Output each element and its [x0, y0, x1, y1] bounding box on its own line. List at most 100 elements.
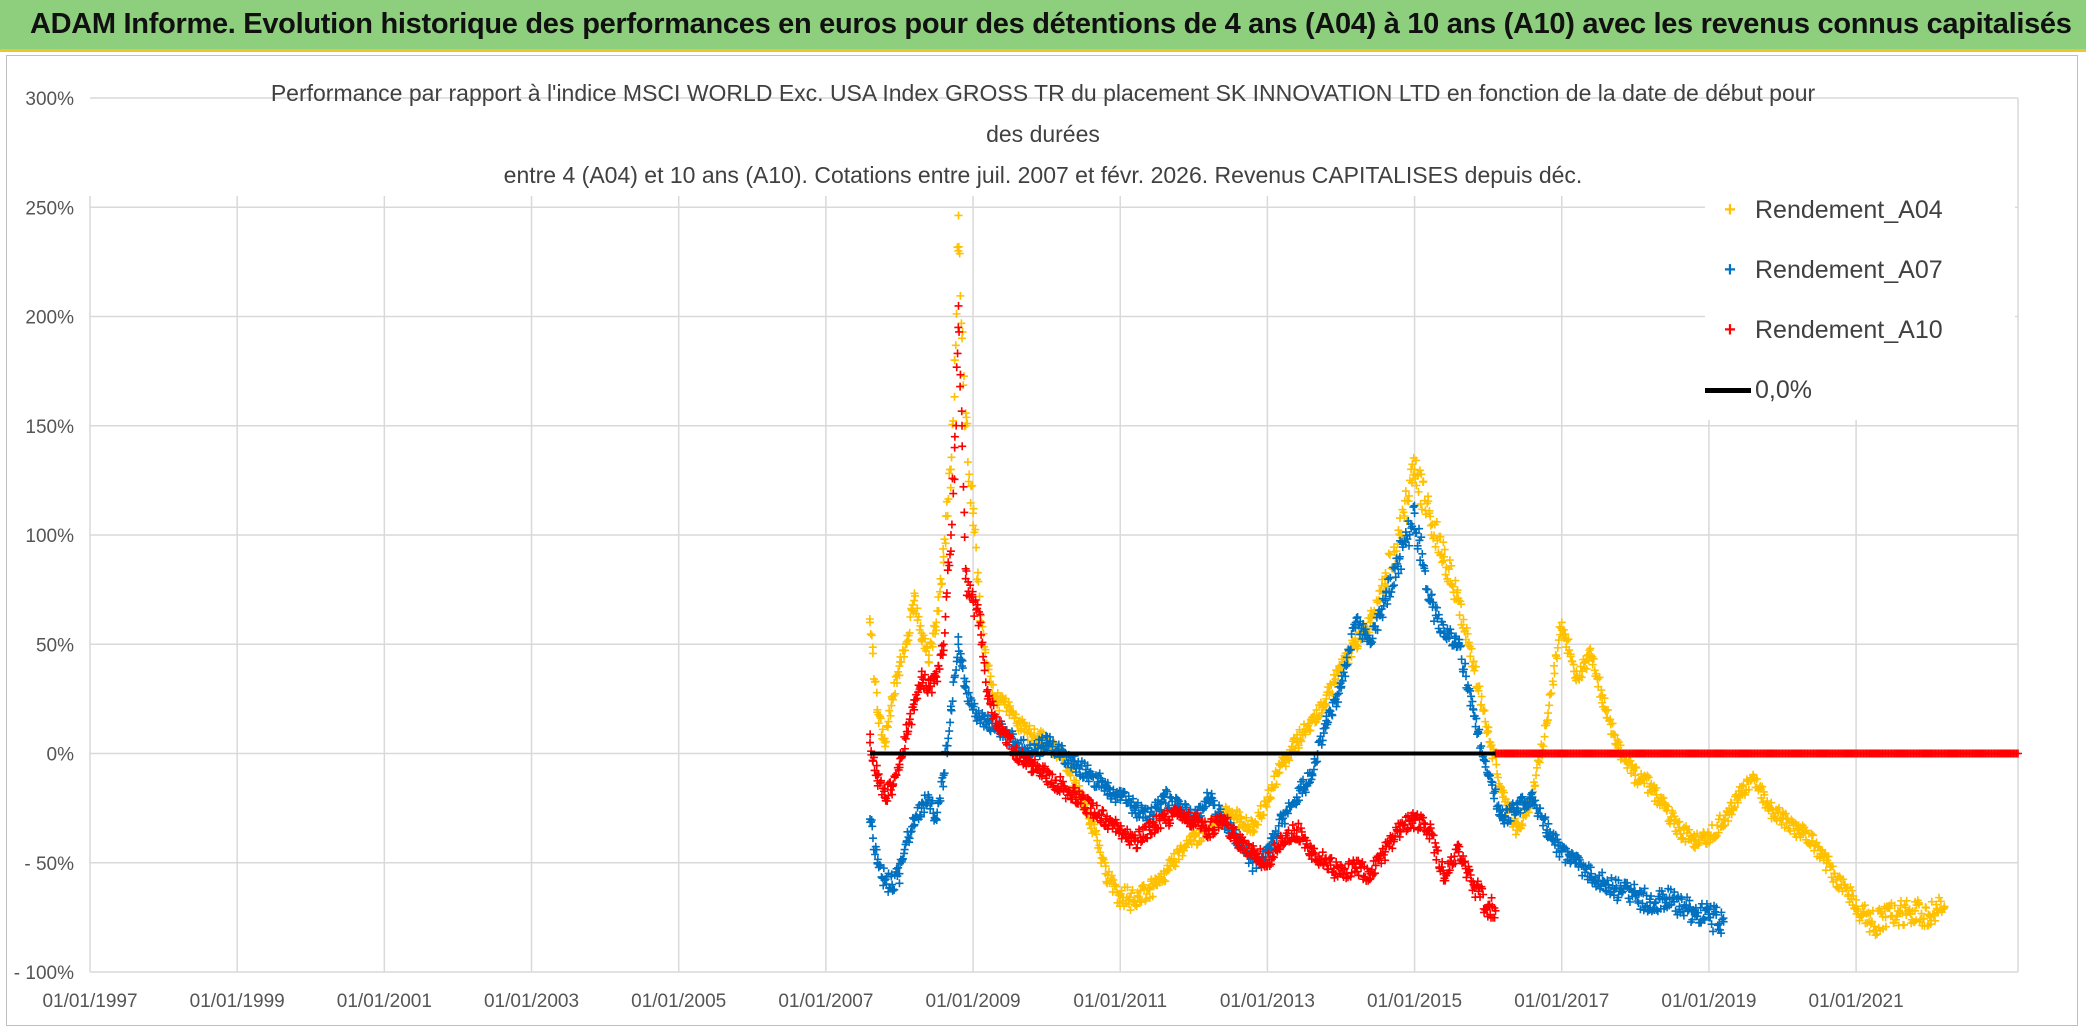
data-point: [1413, 544, 1422, 553]
data-point: [1415, 466, 1424, 475]
data-point: [939, 640, 948, 649]
data-point: [1555, 852, 1564, 861]
data-point: [1614, 893, 1623, 902]
data-point: [1902, 896, 1911, 905]
data-point: [1101, 869, 1110, 878]
data-point: [1569, 660, 1578, 669]
data-point: [1340, 864, 1349, 873]
y-tick-label: 200%: [25, 308, 74, 329]
data-point: [1132, 902, 1141, 911]
data-point: [1737, 782, 1746, 791]
data-point: [1421, 510, 1430, 519]
data-point: [1086, 804, 1095, 813]
data-point: [974, 577, 983, 586]
data-point: [1162, 785, 1171, 794]
plus-marker-icon: +: [1724, 258, 1736, 281]
data-point: [1366, 618, 1375, 627]
data-point: [1414, 487, 1423, 496]
data-point: [1557, 618, 1566, 627]
data-point: [866, 815, 875, 824]
data-point: [1463, 629, 1472, 638]
data-point: [1603, 876, 1612, 885]
data-point: [1129, 794, 1137, 803]
data-point: [1042, 731, 1051, 740]
data-point: [1935, 893, 1944, 902]
data-point: [874, 770, 883, 779]
data-point: [1236, 845, 1245, 854]
data-point: [1450, 852, 1459, 861]
data-point: [1267, 860, 1276, 869]
data-point: [1148, 892, 1157, 901]
data-point: [888, 880, 897, 889]
data-point: [953, 349, 962, 358]
data-point: [964, 477, 973, 486]
data-point: [1828, 862, 1837, 871]
data-point: [937, 777, 946, 786]
data-point: [996, 717, 1005, 726]
data-point: [1391, 832, 1400, 841]
data-point: [956, 382, 965, 391]
data-point: [940, 535, 949, 544]
data-point: [1124, 792, 1133, 801]
data-point: [1130, 804, 1139, 813]
data-point: [1600, 694, 1609, 703]
data-point: [1358, 858, 1367, 867]
data-point: [986, 672, 995, 681]
data-point: [1423, 585, 1432, 594]
data-point: [1749, 771, 1758, 780]
data-point: [1767, 798, 1776, 807]
data-point: [1482, 906, 1491, 915]
data-point: [1256, 844, 1265, 853]
data-point: [1011, 710, 1020, 719]
data-point: [1324, 718, 1333, 727]
data-point: [1476, 744, 1485, 753]
data-point: [1484, 771, 1493, 780]
data-point: [1447, 629, 1456, 638]
data-point: [1373, 626, 1382, 635]
data-point: [1332, 857, 1341, 866]
data-point: [1381, 856, 1390, 865]
data-point: [1675, 902, 1684, 911]
data-point: [871, 850, 880, 859]
data-point: [1095, 841, 1104, 850]
data-point: [1468, 697, 1477, 706]
data-point: [1346, 645, 1355, 654]
data-point: [933, 808, 942, 817]
data-point: [946, 718, 955, 727]
data-point: [1395, 832, 1404, 841]
data-point: [1101, 815, 1110, 824]
data-point: [1410, 815, 1419, 824]
data-point: [1272, 780, 1281, 789]
data-point: [1544, 819, 1553, 828]
data-point: [879, 864, 888, 873]
data-point: [931, 622, 940, 631]
data-point: [1881, 922, 1890, 931]
data-point: [1709, 927, 1718, 936]
data-point: [954, 323, 963, 332]
data-point: [1881, 913, 1890, 922]
data-point: [1381, 847, 1390, 856]
data-point: [934, 592, 943, 601]
data-point: [1410, 501, 1419, 510]
data-point: [1572, 673, 1581, 682]
data-point: [1189, 836, 1198, 845]
data-point: [1896, 909, 1905, 918]
data-point: [1644, 773, 1653, 782]
data-point: [961, 683, 970, 692]
data-point: [1922, 903, 1931, 912]
data-point: [1127, 798, 1136, 807]
data-point: [945, 727, 954, 736]
y-tick-label: 50%: [36, 635, 74, 656]
data-point: [1040, 762, 1049, 771]
data-point: [1432, 855, 1441, 864]
data-point: [1439, 538, 1448, 547]
data-point: [980, 658, 989, 667]
data-point: [1646, 898, 1655, 907]
data-point: [956, 291, 965, 300]
data-point: [1470, 666, 1479, 675]
data-point: [1049, 737, 1058, 746]
data-point: [1900, 920, 1908, 929]
data-point: [866, 618, 875, 627]
data-point: [1248, 847, 1257, 856]
